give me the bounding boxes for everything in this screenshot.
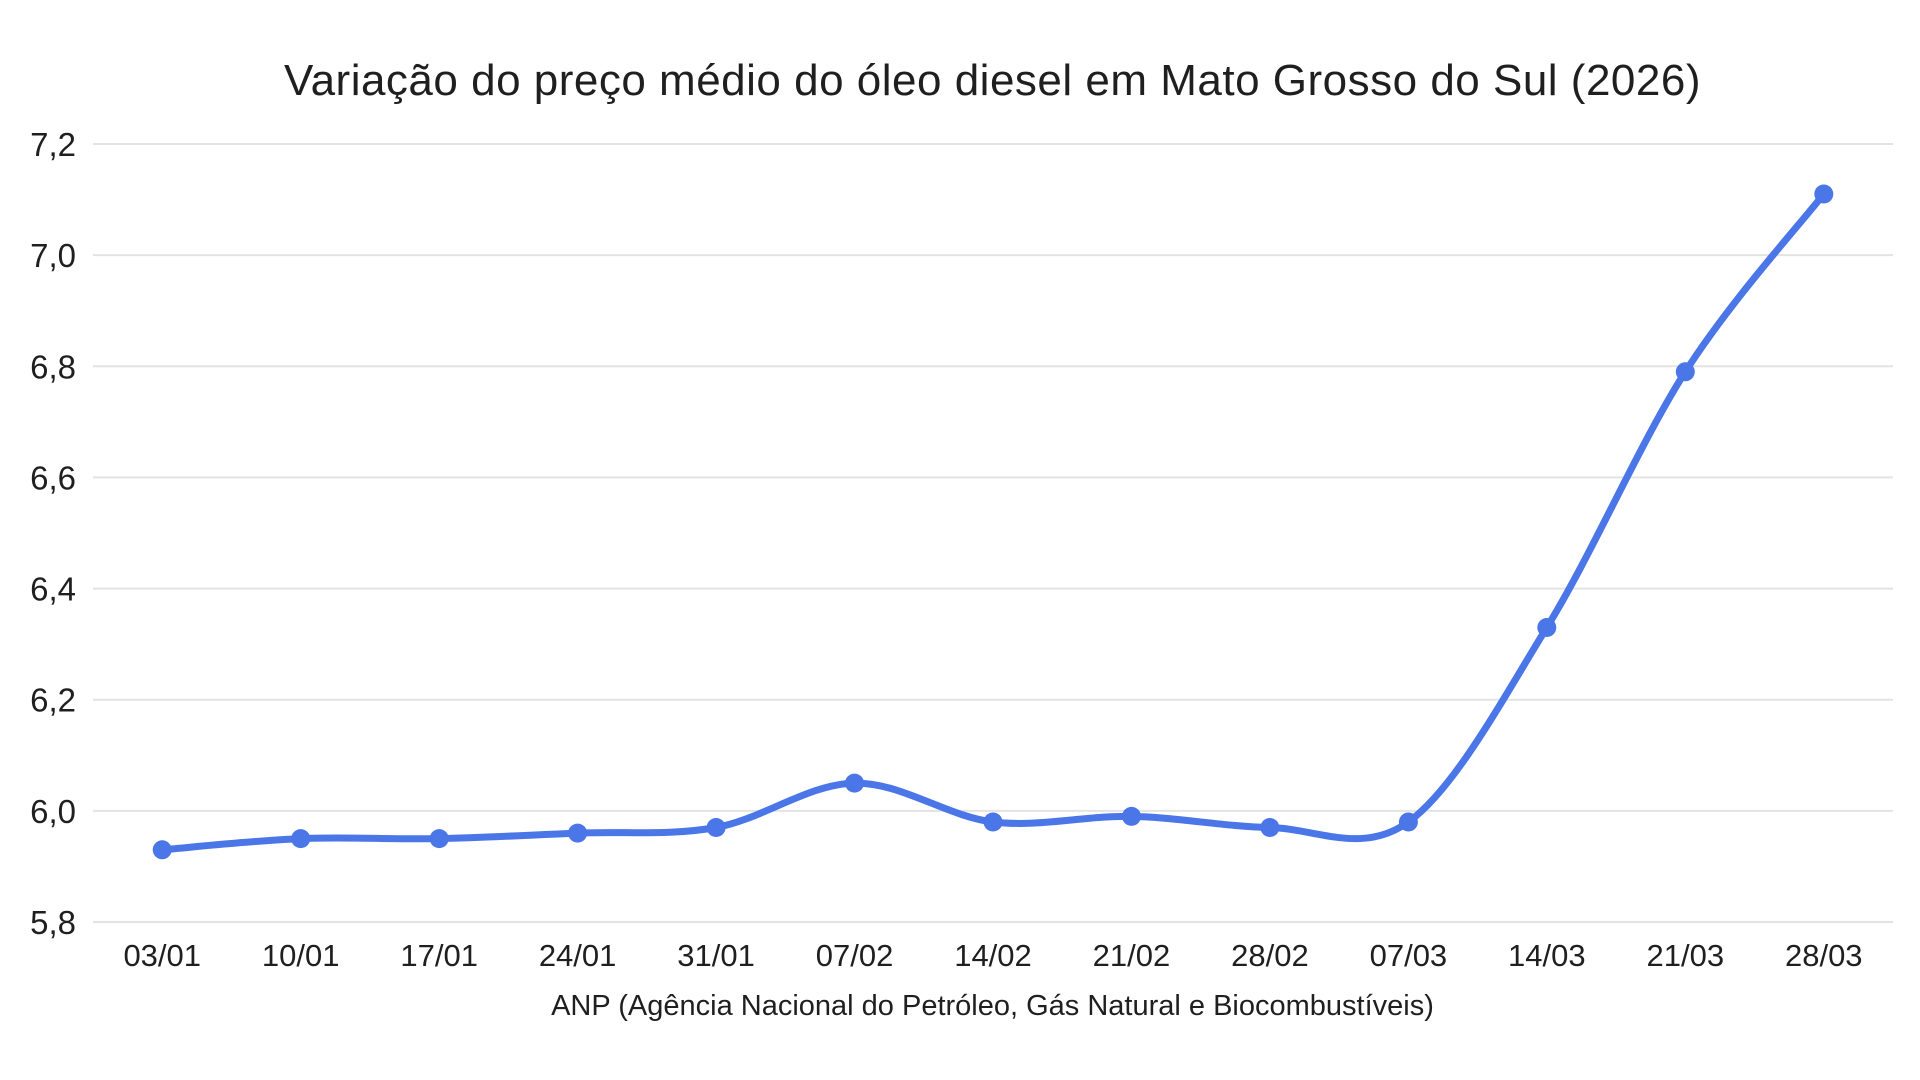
y-tick-label: 7,2 <box>30 126 76 163</box>
y-tick-label: 6,2 <box>30 682 76 719</box>
y-tick-label: 6,4 <box>30 571 76 608</box>
y-tick-label: 6,8 <box>30 348 76 385</box>
x-tick-label: 14/03 <box>1508 938 1586 973</box>
data-point <box>291 829 311 849</box>
x-tick-label: 31/01 <box>677 938 755 973</box>
y-tick-label: 5,8 <box>30 904 76 941</box>
x-tick-label: 14/02 <box>954 938 1032 973</box>
data-point <box>706 818 726 837</box>
data-point <box>1122 806 1141 826</box>
data-point <box>983 812 1003 832</box>
x-tick-label: 21/03 <box>1647 938 1725 973</box>
data-point <box>1537 618 1557 637</box>
x-tick-label: 07/02 <box>816 938 894 973</box>
x-axis-caption: ANP (Agência Nacional do Petróleo, Gás N… <box>551 990 1434 1022</box>
data-point <box>429 829 449 849</box>
x-tick-label: 03/01 <box>123 938 201 973</box>
y-tick-label: 6,6 <box>30 459 76 496</box>
series-line <box>158 190 1828 854</box>
x-tick-label: 28/02 <box>1231 938 1309 973</box>
data-point <box>845 773 864 793</box>
y-tick-label: 7,0 <box>30 237 76 274</box>
chart-title: Variação do preço médio do óleo diesel e… <box>283 56 1701 105</box>
data-point <box>1260 818 1280 837</box>
y-tick-label: 6,0 <box>30 793 76 830</box>
x-tick-label: 10/01 <box>262 938 340 973</box>
x-tick-label: 07/03 <box>1370 938 1448 973</box>
x-tick-label: 28/03 <box>1785 938 1863 973</box>
x-tick-label: 21/02 <box>1093 938 1171 973</box>
x-tick-label: 24/01 <box>539 938 617 973</box>
data-point <box>1675 362 1695 382</box>
data-point <box>152 840 172 860</box>
x-tick-label: 17/01 <box>400 938 478 973</box>
data-point <box>1398 812 1418 832</box>
data-point <box>1814 184 1834 204</box>
data-point <box>568 823 588 843</box>
